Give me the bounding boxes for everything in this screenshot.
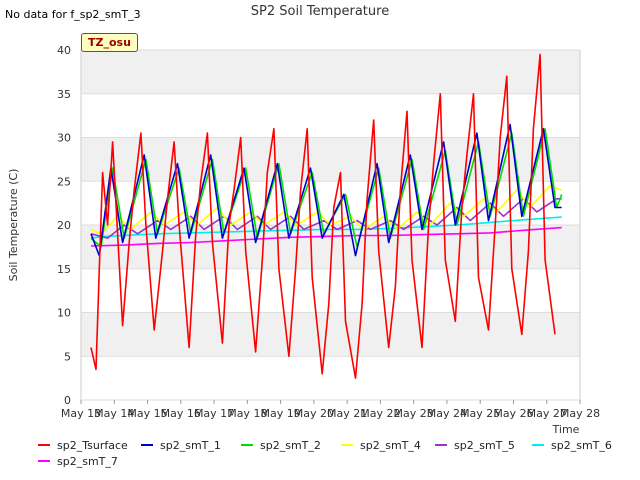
legend-item-sp2-smt-5: sp2_smT_5	[435, 439, 532, 452]
y-tick-label: 40	[57, 44, 71, 57]
x-tick-label: May 17	[194, 407, 234, 420]
legend-swatch	[38, 460, 50, 462]
legend-swatch	[141, 444, 153, 446]
grid-band	[81, 50, 580, 94]
legend-swatch	[341, 444, 353, 446]
x-tick-label: May 23	[394, 407, 434, 420]
x-axis-label: Time	[552, 423, 580, 436]
y-tick-label: 30	[57, 132, 71, 145]
x-tick-label: May 25	[460, 407, 500, 420]
grid-band	[81, 312, 580, 357]
y-axis-label: Soil Temperature (C)	[7, 169, 20, 282]
series-line-sp2-smt-1	[90, 123, 562, 257]
legend-item-sp2-smt-2: sp2_smT_2	[241, 439, 341, 452]
x-tick-label: May 27	[527, 407, 567, 420]
x-tick-label: May 24	[427, 407, 467, 420]
y-tick-label: 25	[57, 175, 71, 188]
x-tick-label: May 28	[560, 407, 600, 420]
plot-background	[81, 50, 580, 357]
x-tick-label: May 18	[227, 407, 267, 420]
legend-item-sp2-smt-1: sp2_smT_1	[141, 439, 241, 452]
y-tick-label: 20	[57, 219, 71, 232]
y-tick-label: 10	[57, 307, 71, 320]
x-tick-label: May 14	[94, 407, 134, 420]
legend-item-sp2-smt-4: sp2_smT_4	[341, 439, 435, 452]
legend: sp2_Tsurface sp2_smT_1 sp2_smT_2 sp2_smT…	[38, 437, 638, 469]
legend-swatch	[38, 444, 50, 446]
x-tick-label: May 15	[127, 407, 167, 420]
legend-swatch	[532, 444, 544, 446]
x-tick-label: May 26	[493, 407, 533, 420]
y-tick-label: 35	[57, 88, 71, 101]
y-tick-label: 0	[64, 394, 71, 407]
grid-band	[81, 137, 580, 182]
series-line-sp2-smt-6	[90, 216, 562, 239]
x-tick-label: May 22	[360, 407, 400, 420]
chart-title: SP2 Soil Temperature	[251, 4, 389, 19]
x-tick-label: May 16	[161, 407, 201, 420]
x-tick-label: May 21	[327, 407, 367, 420]
legend-item-sp2-tsurface: sp2_Tsurface	[38, 439, 141, 452]
x-tick-label: May 20	[294, 407, 334, 420]
x-tick-label: May 13	[61, 407, 101, 420]
no-data-note: No data for f_sp2_smT_3	[5, 8, 141, 21]
timezone-badge: TZ_osu	[81, 33, 138, 52]
y-tick-label: 5	[64, 350, 71, 363]
x-tick-label: May 19	[260, 407, 300, 420]
legend-swatch	[435, 444, 447, 446]
series-lines	[90, 53, 563, 379]
legend-item-sp2-smt-7: sp2_smT_7	[38, 455, 118, 468]
series-line-sp2-tsurface	[90, 53, 556, 379]
legend-item-sp2-smt-6: sp2_smT_6	[532, 439, 612, 452]
y-tick-label: 15	[57, 263, 71, 276]
legend-swatch	[241, 444, 253, 446]
